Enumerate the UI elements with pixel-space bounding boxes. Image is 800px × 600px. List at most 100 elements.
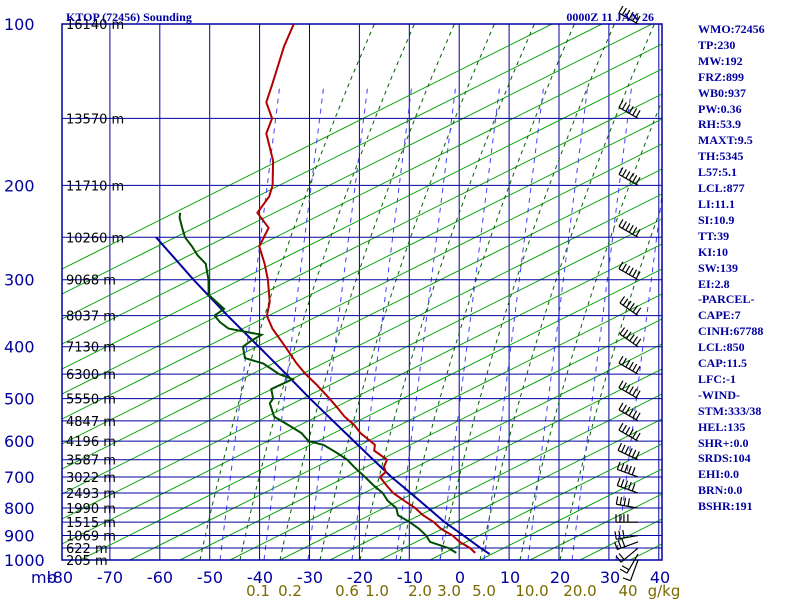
mixing-ratio-line [439,83,501,560]
plot-frame [61,23,663,561]
wind-barb-feather [628,386,634,394]
pressure-tick-label: 300 [4,271,35,290]
wind-barb-feather [628,225,634,233]
sounding-index-item: BRN:0.0 [698,483,743,498]
pressure-tick-label: 400 [4,338,35,357]
pressure-tick-label: 1000 [4,551,45,570]
height-label: 13570 m [66,112,124,127]
mixing-ratio-label: 40 [618,582,637,600]
wind-barb-feather [632,175,638,183]
temperature-tick-label: -60 [147,568,173,587]
sounding-index-item: EI:2.8 [698,276,730,291]
wind-barb-feather [632,336,639,344]
dry-adiabat-line [128,293,662,560]
wind-barb-feather [619,496,623,506]
temperature-tick-label: -20 [347,568,373,587]
wind-barb-feather [635,271,641,279]
wind-barb-feather [631,467,636,476]
wind-barb-feather [618,380,624,388]
sounding-index-item: LCL:877 [698,181,745,196]
sounding-index-item: SW:139 [698,260,739,275]
wind-barb [620,547,639,563]
wind-barb-feather [614,541,618,550]
wind-barb-feather [622,529,625,539]
temperature-tick-label: -80 [47,568,73,587]
temperature-tick-label: -10 [397,568,423,587]
pressure-tick-label: 200 [4,176,35,195]
wind-barb-feather [618,167,624,175]
wind-barb [618,106,639,119]
wind-barb-feather [625,265,631,273]
wind-barb-feather [623,497,627,506]
sounding-index-item: MAXT:9.5 [698,133,753,148]
height-label: 6300 m [66,368,116,383]
wind-barb-feather [635,177,641,185]
dry-adiabat-line [328,393,662,560]
temperature-tick-label: 20 [550,568,570,587]
wind-barb-feather [618,261,624,270]
wind-barb-feather [622,329,629,337]
dry-adiabat-line [62,24,654,320]
height-label: 8037 m [66,310,116,325]
wind-barb-feather [632,363,638,372]
wind-barb-feather [628,106,634,114]
wind-barb [618,362,639,375]
mixing-ratio-line [483,83,545,560]
height-label: 3022 m [66,471,116,486]
sounding-index-item: SI:10.9 [698,212,735,227]
wind-barb-feather [621,263,627,272]
temperature-trace [256,24,476,554]
wind-barb-feather [618,422,624,431]
wind-barb-feather [625,104,631,112]
mixing-ratio-label: 2.0 [408,582,432,600]
wind-barb-feather [627,498,631,507]
dry-adiabat-line [278,368,662,560]
sounding-index-item: RH:53.9 [698,117,741,132]
wind-barb-feather [621,424,627,433]
sounding-index-item: LCL:850 [698,340,745,355]
wind-barb-feather [628,447,633,456]
chart-title: KTOP (72456) Sounding [66,10,192,24]
pressure-tick-label: 800 [4,499,35,518]
wind-barb [619,333,639,348]
sounding-index-item: TP:230 [698,37,736,52]
pressure-tick-label: 700 [4,468,35,487]
wind-barb [618,12,639,25]
height-label: 1515 m [66,516,116,531]
mixing-ratio-label: g/kg [648,582,681,600]
wind-barb-feather [621,444,626,453]
sounding-index-item: CAPE:7 [698,308,741,323]
mixing-ratio-label: 0.2 [278,582,302,600]
wind-barb-feather [618,5,624,14]
mixing-ratio-label: 1.0 [365,582,389,600]
wind-barb [618,409,639,422]
wind-barb-feather [621,357,627,366]
wind-barb-feather [635,15,641,24]
height-label: 622 m [66,542,108,557]
sounding-index-item: PW:0.36 [698,101,742,116]
height-label: 5550 m [66,393,116,408]
wind-barb-feather [625,300,632,308]
height-label: 205 m [66,554,108,569]
plot-border [61,23,663,561]
wind-barb-feather [635,110,641,118]
mixing-ratio-label: 3.0 [437,582,461,600]
moist-adiabat-line [519,99,662,560]
pressure-tick-label: 500 [4,390,35,409]
wind-barb-feather [627,481,632,490]
wind-barb-feather [622,577,631,582]
wind-barb-feather [625,223,631,231]
wind-barb-feather [616,477,621,486]
wind-barb [618,429,639,442]
wind-barb-feather [618,100,624,108]
wind-barb-feather [624,480,629,489]
wind-barb-feather [617,442,622,451]
